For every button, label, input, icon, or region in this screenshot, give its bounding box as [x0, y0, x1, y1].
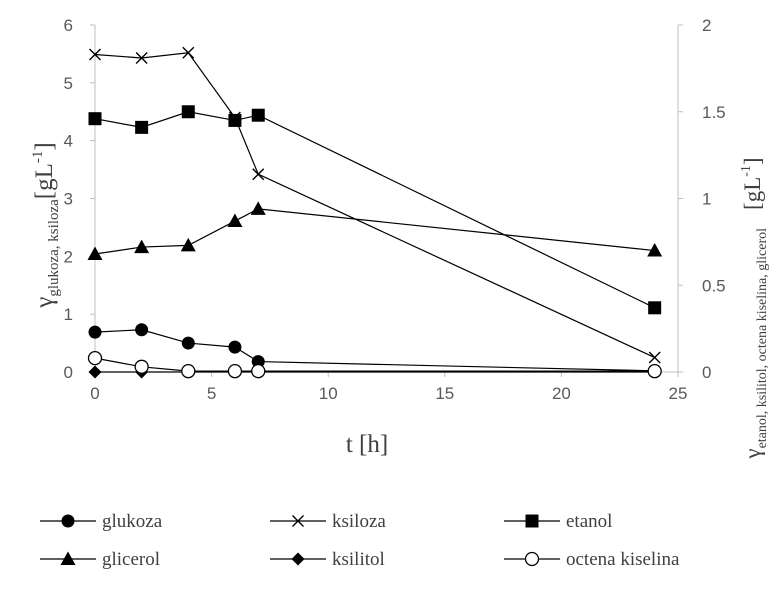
series-line-etanol	[94, 111, 655, 309]
x-tick-label: 25	[669, 384, 688, 403]
data-point-etanol	[181, 105, 195, 119]
right-y-axis-title-subscript: etanol, ksilitol, octena kiselina, glice…	[755, 228, 770, 449]
data-point-etanol	[228, 113, 242, 127]
legend-label: glicerol	[102, 549, 160, 570]
legend-label: octena kiselina	[566, 549, 680, 570]
x-tick-label: 15	[435, 384, 454, 403]
x-tick-label: 10	[319, 384, 338, 403]
data-point-octena-kiselina	[87, 350, 103, 366]
left-y-axis-title-unit-close: ]	[31, 142, 58, 150]
left-y-axis-title-symbol: γ	[31, 297, 58, 309]
series-line-octena-kiselina	[94, 357, 655, 372]
legend-marker-glicerol	[60, 551, 76, 565]
data-point-octena-kiselina	[134, 359, 149, 374]
x-tick-label: 20	[552, 384, 571, 403]
data-point-glicerol	[180, 237, 196, 252]
left-y-tick-label: 6	[64, 16, 73, 35]
data-point-octena-kiselina	[647, 363, 662, 379]
data-point-etanol	[88, 112, 102, 126]
series-glicerol	[87, 201, 663, 261]
right-y-tick-label: 1.5	[702, 103, 726, 122]
data-point-ksilitol	[88, 365, 102, 379]
legend-item-etanol: etanol	[504, 511, 612, 532]
left-y-tick-label: 3	[64, 190, 73, 209]
left-y-axis-title-subscript: glukoza, ksiloza	[46, 199, 62, 297]
legend: glukoza ksiloza etanol glicerol ksilitol octe…	[40, 511, 680, 570]
data-point-ksiloza	[135, 51, 148, 64]
legend-label: ksilitol	[332, 549, 385, 570]
legend-marker-octena-kiselina	[524, 551, 540, 567]
data-point-glukoza	[228, 340, 242, 354]
legend-marker-ksiloza	[292, 515, 304, 527]
legend-marker-ksilitol	[291, 552, 305, 566]
data-point-octena-kiselina	[181, 363, 196, 379]
data-point-glukoza	[181, 336, 195, 350]
right-y-axis-title-symbol: γ	[740, 448, 765, 459]
data-point-glicerol	[647, 243, 663, 257]
data-point-glicerol	[227, 213, 243, 228]
left-y-tick-label: 5	[64, 74, 73, 93]
right-y-tick-label: 1	[702, 190, 711, 209]
legend-marker-etanol	[525, 514, 539, 528]
data-point-octena-kiselina	[227, 363, 243, 379]
legend-item-glicerol: glicerol	[40, 549, 160, 570]
data-point-octena-kiselina	[251, 363, 266, 379]
right-y-tick-labels: 0 0.5 1 1.5 2	[678, 16, 726, 382]
series-line-ksiloza	[94, 52, 655, 359]
series-ksiloza	[89, 46, 661, 364]
series-etanol	[88, 105, 662, 315]
right-y-axis-title: γetanol, ksilitol, octena kiselina, glic…	[739, 157, 770, 459]
data-point-glicerol	[134, 239, 150, 254]
legend-label: glukoza	[102, 511, 163, 532]
legend-item-octena-kiselina: octena kiselina	[504, 549, 680, 570]
data-point-etanol	[135, 120, 149, 134]
left-y-tick-label: 4	[64, 132, 73, 151]
left-y-axis-title: γglukoza, ksiloza[gL-1]	[30, 142, 62, 308]
series-octena-kiselina	[87, 350, 662, 379]
data-point-glicerol	[250, 201, 266, 215]
legend-item-ksiloza: ksiloza	[270, 511, 386, 532]
left-y-tick-label: 0	[64, 363, 73, 382]
series-glukoza	[88, 323, 662, 378]
left-y-tick-label: 2	[64, 247, 73, 266]
data-point-glukoza	[88, 325, 102, 339]
data-point-ksiloza	[648, 351, 661, 364]
data-point-ksiloza	[182, 46, 195, 59]
plot-area: 0 5 10 15 20 25 0 1 2 3 4 5 6 0 0.5 1 1.5 2	[64, 16, 726, 403]
right-y-tick-label: 2	[702, 16, 711, 35]
data-point-ksiloza	[89, 48, 101, 61]
right-y-tick-label: 0.5	[702, 276, 726, 295]
data-point-ksiloza	[252, 168, 265, 181]
legend-item-glukoza: glukoza	[40, 511, 163, 532]
x-tick-labels: 0 5 10 15 20 25	[90, 372, 687, 403]
series-line-glukoza	[94, 329, 655, 372]
data-point-etanol	[648, 301, 662, 315]
right-y-axis-title-unit-close: ]	[740, 157, 765, 165]
data-point-etanol	[251, 108, 265, 122]
data-point-glicerol	[87, 246, 103, 261]
series-layer	[87, 46, 663, 379]
right-y-tick-label: 0	[702, 363, 711, 382]
left-y-axis-title-unit: [gL	[31, 163, 58, 199]
series-ksilitol	[88, 365, 662, 379]
legend-label: ksiloza	[332, 511, 386, 532]
data-point-glukoza	[135, 323, 149, 337]
series-line-glicerol	[94, 208, 655, 255]
left-y-tick-label: 1	[64, 305, 73, 324]
x-tick-label: 0	[90, 384, 99, 403]
legend-label: etanol	[566, 511, 612, 532]
right-y-axis-title-unit: [gL	[740, 177, 765, 210]
x-tick-label: 5	[207, 384, 216, 403]
right-y-axis-title-unit-exponent: -1	[739, 165, 754, 177]
legend-item-ksilitol: ksilitol	[270, 549, 385, 570]
left-y-axis-title-unit-exponent: -1	[30, 151, 46, 164]
legend-marker-glukoza	[61, 514, 75, 528]
left-y-tick-labels: 0 1 2 3 4 5 6	[64, 16, 95, 382]
x-axis-title: t [h]	[346, 431, 388, 458]
